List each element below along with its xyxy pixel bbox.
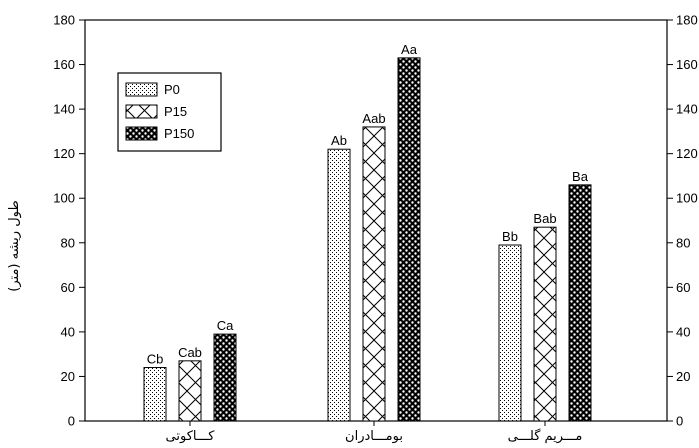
bar-data-label: Ab [331, 133, 347, 148]
x-category-label: بومـــادران [345, 429, 403, 444]
y-tick-label-left: 180 [53, 13, 75, 28]
y-axis-label: طول ریشه (متر) [7, 200, 22, 291]
x-category-label: مـــریم گلـــی [508, 428, 583, 444]
bar-p15 [362, 126, 386, 422]
bar-p150 [568, 184, 592, 422]
y-tick-label-right: 180 [676, 13, 698, 28]
x-category-label: کـــاکوتی [166, 429, 216, 444]
y-tick-label-right: 80 [676, 235, 690, 250]
y-tick-label-right: 40 [676, 324, 690, 339]
legend-label: P15 [164, 104, 187, 119]
bar-p150 [397, 57, 421, 422]
bar-data-label: Cab [178, 345, 202, 360]
y-tick-label-left: 40 [61, 324, 75, 339]
bar-p15 [178, 360, 202, 422]
bar-data-label: Ba [572, 169, 589, 184]
y-tick-label-right: 60 [676, 280, 690, 295]
y-tick-label-right: 0 [676, 414, 683, 429]
y-tick-label-left: 0 [68, 414, 75, 429]
y-tick-label-left: 60 [61, 280, 75, 295]
bar-p0 [143, 367, 167, 422]
legend-swatch-p150 [125, 126, 158, 141]
y-tick-label-left: 80 [61, 235, 75, 250]
bar-p0 [327, 148, 351, 422]
bar-p150 [213, 333, 237, 422]
y-tick-label-left: 160 [53, 57, 75, 72]
bar-p0 [498, 244, 522, 422]
y-tick-label-right: 20 [676, 369, 690, 384]
legend-swatch-p0 [125, 82, 158, 97]
bar-data-label: Bb [502, 229, 518, 244]
legend-label: P150 [164, 126, 194, 141]
legend-label: P0 [164, 82, 180, 97]
y-tick-label-right: 160 [676, 57, 698, 72]
y-tick-label-left: 120 [53, 146, 75, 161]
y-tick-label-left: 20 [61, 369, 75, 384]
y-tick-label-right: 120 [676, 146, 698, 161]
bar-p15 [533, 226, 557, 422]
y-tick-label-right: 100 [676, 191, 698, 206]
y-tick-label-left: 140 [53, 102, 75, 117]
y-tick-label-right: 140 [676, 102, 698, 117]
bar-data-label: Aa [401, 42, 418, 57]
bar-data-label: Bab [533, 211, 556, 226]
y-tick-label-left: 100 [53, 191, 75, 206]
bar-data-label: Cb [147, 352, 164, 367]
legend-swatch-p15 [125, 104, 158, 119]
legend: P0 P15 P150 [117, 72, 222, 152]
bar-data-label: Aab [362, 111, 385, 126]
bar-data-label: Ca [217, 318, 234, 333]
